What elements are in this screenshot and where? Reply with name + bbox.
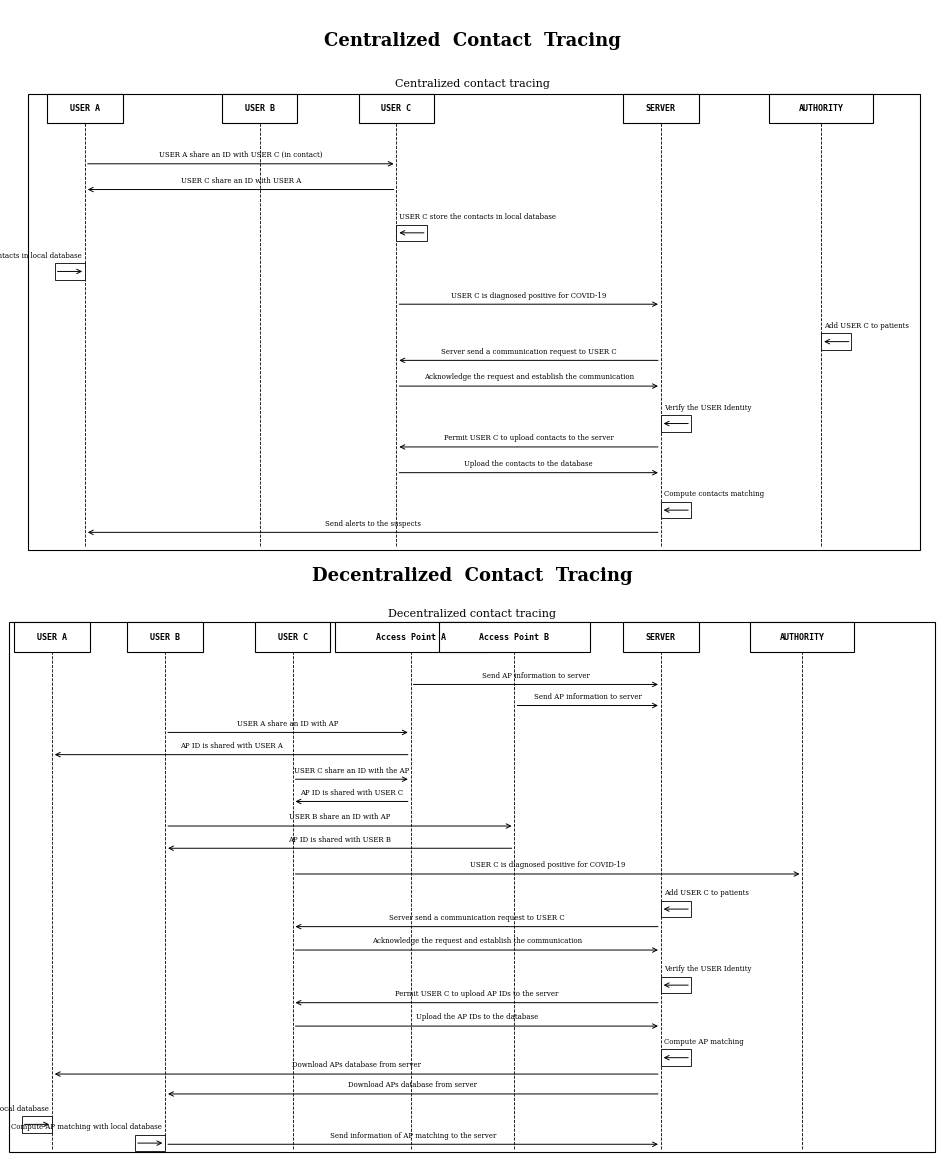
Text: USER C store the contacts in local database: USER C store the contacts in local datab… [399, 213, 556, 221]
Bar [769, 94, 873, 123]
Bar [396, 225, 427, 241]
Bar [9, 622, 935, 1152]
Text: Send alerts to the suspects: Send alerts to the suspects [325, 519, 421, 528]
Text: USER A store the contacts in local database: USER A store the contacts in local datab… [0, 252, 82, 260]
Text: SERVER: SERVER [646, 633, 676, 641]
Text: Permit USER C to upload contacts to the server: Permit USER C to upload contacts to the … [444, 434, 614, 442]
Text: USER C share an ID with USER A: USER C share an ID with USER A [180, 177, 301, 185]
Text: Download APs database from server: Download APs database from server [348, 1081, 478, 1089]
Text: Add USER C to patients: Add USER C to patients [824, 322, 909, 330]
Bar [661, 977, 691, 993]
Bar [335, 622, 486, 652]
Text: Server send a communication request to USER C: Server send a communication request to U… [441, 347, 616, 356]
Bar [821, 333, 851, 350]
Text: Compute AP matching with local database: Compute AP matching with local database [0, 1104, 49, 1113]
Text: Acknowledge the request and establish the communication: Acknowledge the request and establish th… [424, 373, 633, 381]
Text: AP ID is shared with USER A: AP ID is shared with USER A [180, 742, 282, 750]
Text: Verify the USER Identity: Verify the USER Identity [664, 965, 751, 973]
Text: Send information of AP matching to the server: Send information of AP matching to the s… [329, 1131, 497, 1140]
Text: Add USER C to patients: Add USER C to patients [664, 889, 749, 897]
Text: USER C is diagnosed positive for COVID-19: USER C is diagnosed positive for COVID-1… [470, 861, 625, 869]
Text: Decentralized contact tracing: Decentralized contact tracing [388, 610, 556, 619]
Bar [28, 94, 920, 550]
Bar [359, 94, 434, 123]
Text: Server send a communication request to USER C: Server send a communication request to U… [389, 914, 565, 922]
Bar [750, 622, 854, 652]
Text: USER C share an ID with the AP: USER C share an ID with the AP [294, 766, 410, 775]
Text: USER B: USER B [244, 104, 275, 112]
Text: Download APs database from server: Download APs database from server [292, 1061, 421, 1069]
Text: AP ID is shared with USER B: AP ID is shared with USER B [289, 835, 391, 844]
Text: Centralized contact tracing: Centralized contact tracing [395, 80, 549, 89]
Bar [222, 94, 297, 123]
Text: Upload the contacts to the database: Upload the contacts to the database [464, 460, 593, 468]
Text: Centralized  Contact  Tracing: Centralized Contact Tracing [324, 32, 620, 50]
Bar [22, 1116, 52, 1133]
Text: USER A share an ID with USER C (in contact): USER A share an ID with USER C (in conta… [159, 151, 323, 159]
Text: Upload the AP IDs to the database: Upload the AP IDs to the database [415, 1013, 538, 1021]
Bar [661, 415, 691, 432]
Text: AUTHORITY: AUTHORITY [780, 633, 825, 641]
Text: USER C: USER C [278, 633, 308, 641]
Bar [55, 263, 85, 280]
Text: Compute contacts matching: Compute contacts matching [664, 490, 764, 498]
Text: USER A share an ID with AP: USER A share an ID with AP [237, 720, 339, 728]
Bar [439, 622, 590, 652]
Text: USER B share an ID with AP: USER B share an ID with AP [289, 813, 391, 821]
Text: AUTHORITY: AUTHORITY [799, 104, 844, 112]
Text: USER C: USER C [381, 104, 412, 112]
Bar [127, 622, 203, 652]
Bar [47, 94, 123, 123]
Text: Compute AP matching with local database: Compute AP matching with local database [11, 1123, 162, 1131]
Bar [661, 1049, 691, 1066]
Text: USER A: USER A [37, 633, 67, 641]
Text: USER C is diagnosed positive for COVID-19: USER C is diagnosed positive for COVID-1… [451, 291, 606, 300]
Text: USER B: USER B [150, 633, 180, 641]
Text: SERVER: SERVER [646, 104, 676, 112]
Text: Send AP information to server: Send AP information to server [533, 693, 642, 701]
Text: Access Point A: Access Point A [376, 633, 446, 641]
Bar [135, 1135, 165, 1151]
Bar [661, 502, 691, 518]
Text: AP ID is shared with USER C: AP ID is shared with USER C [300, 789, 403, 797]
Text: Permit USER C to upload AP IDs to the server: Permit USER C to upload AP IDs to the se… [395, 990, 559, 998]
Bar [623, 622, 699, 652]
Text: Verify the USER Identity: Verify the USER Identity [664, 404, 751, 412]
Text: USER A: USER A [70, 104, 100, 112]
Text: Decentralized  Contact  Tracing: Decentralized Contact Tracing [312, 566, 632, 585]
Bar [661, 901, 691, 917]
Bar [14, 622, 90, 652]
Text: Compute AP matching: Compute AP matching [664, 1038, 743, 1046]
Text: Acknowledge the request and establish the communication: Acknowledge the request and establish th… [372, 937, 582, 945]
Text: Access Point B: Access Point B [480, 633, 549, 641]
Text: Send AP information to server: Send AP information to server [481, 672, 590, 680]
Bar [255, 622, 330, 652]
Bar [623, 94, 699, 123]
